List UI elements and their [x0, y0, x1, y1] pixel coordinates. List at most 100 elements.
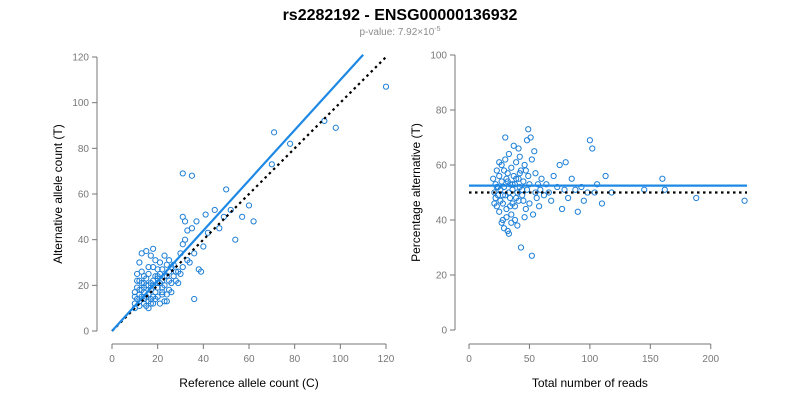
data-point: [548, 197, 555, 204]
data-point: [490, 175, 497, 182]
data-point: [505, 150, 512, 158]
y-tick-label: 20: [436, 271, 448, 282]
data-point: [168, 289, 175, 296]
data-point: [498, 178, 505, 185]
data-point: [511, 181, 519, 188]
y-tick-label: 100: [72, 98, 89, 109]
data-point: [287, 140, 294, 147]
y-tick-label: 0: [441, 326, 447, 337]
data-point: [521, 214, 528, 221]
x-axis-title: Total number of reads: [532, 376, 648, 390]
data-point: [503, 205, 510, 213]
data-point: [572, 186, 579, 193]
data-point: [220, 213, 227, 220]
data-point: [321, 117, 328, 125]
data-point: [506, 203, 514, 210]
data-point: [179, 213, 186, 220]
y-tick-label: 20: [78, 281, 90, 292]
data-point: [580, 197, 587, 204]
data-point: [510, 142, 517, 149]
data-point: [134, 277, 141, 284]
y-tick-label: 60: [436, 161, 448, 172]
data-point: [165, 257, 173, 264]
y-tick-label: 40: [436, 216, 448, 227]
data-point: [152, 295, 159, 303]
data-point: [506, 194, 514, 202]
data-point: [496, 208, 503, 215]
data-point: [147, 300, 154, 307]
x-tick-label: 120: [378, 354, 395, 365]
data-point: [150, 263, 157, 271]
data-point: [521, 161, 528, 169]
data-point: [562, 159, 569, 166]
data-point: [154, 273, 161, 280]
data-point: [515, 145, 522, 152]
data-point: [574, 208, 581, 215]
data-point: [517, 244, 525, 251]
data-point: [268, 161, 275, 168]
data-point: [532, 189, 539, 196]
data-point: [131, 293, 138, 300]
data-point: [558, 205, 566, 213]
data-point: [165, 277, 173, 284]
data-point: [511, 216, 519, 224]
data-point: [140, 300, 148, 307]
subtitle-prefix: p-value: 7.92×10: [359, 27, 434, 38]
y-tick-label: 100: [430, 51, 447, 62]
data-point: [332, 124, 339, 131]
data-point: [503, 214, 510, 221]
data-point: [661, 186, 668, 193]
data-point: [508, 164, 515, 171]
y-tick-label: 0: [83, 327, 89, 338]
data-point: [188, 172, 196, 179]
data-point: [382, 83, 390, 90]
data-point: [602, 172, 609, 180]
data-point: [529, 211, 537, 218]
data-point: [741, 197, 748, 204]
x-tick-label: 100: [332, 354, 349, 365]
data-point: [181, 236, 189, 243]
data-point: [504, 178, 511, 185]
data-point: [508, 219, 515, 226]
data-point: [589, 145, 596, 152]
data-point: [147, 252, 154, 259]
data-point: [161, 252, 168, 259]
data-point: [509, 181, 516, 188]
data-point: [161, 298, 168, 305]
data-point: [191, 295, 198, 303]
y-axis-title: Percentage alternative (T): [409, 123, 423, 262]
data-point: [534, 181, 541, 188]
data-point: [508, 211, 515, 218]
x-tick-label: 150: [642, 354, 659, 365]
data-point: [519, 186, 526, 193]
data-point: [493, 167, 500, 174]
data-point: [227, 206, 234, 214]
x-tick-label: 0: [466, 354, 472, 365]
data-point: [543, 181, 550, 188]
data-point: [498, 219, 505, 226]
y-tick-label: 60: [78, 190, 90, 201]
data-point: [527, 134, 534, 141]
data-point: [533, 194, 540, 202]
data-point: [493, 183, 500, 191]
data-point: [554, 183, 561, 191]
x-tick-label: 40: [198, 354, 210, 365]
x-tick-label: 50: [524, 354, 536, 365]
data-point: [500, 183, 508, 191]
data-point: [202, 211, 209, 218]
data-point: [496, 159, 503, 166]
x-tick-label: 60: [243, 354, 255, 365]
data-point: [136, 286, 143, 293]
reference-line: [111, 56, 387, 332]
chart-title: rs2282192 - ENSG00000136932: [283, 7, 518, 24]
data-point: [561, 186, 568, 193]
data-point: [499, 200, 506, 207]
data-point: [594, 181, 601, 188]
y-tick-label: 40: [78, 235, 90, 246]
data-point: [500, 225, 508, 232]
data-point: [545, 189, 552, 196]
data-point: [223, 186, 230, 193]
data-point: [540, 192, 548, 199]
data-point: [179, 263, 186, 271]
